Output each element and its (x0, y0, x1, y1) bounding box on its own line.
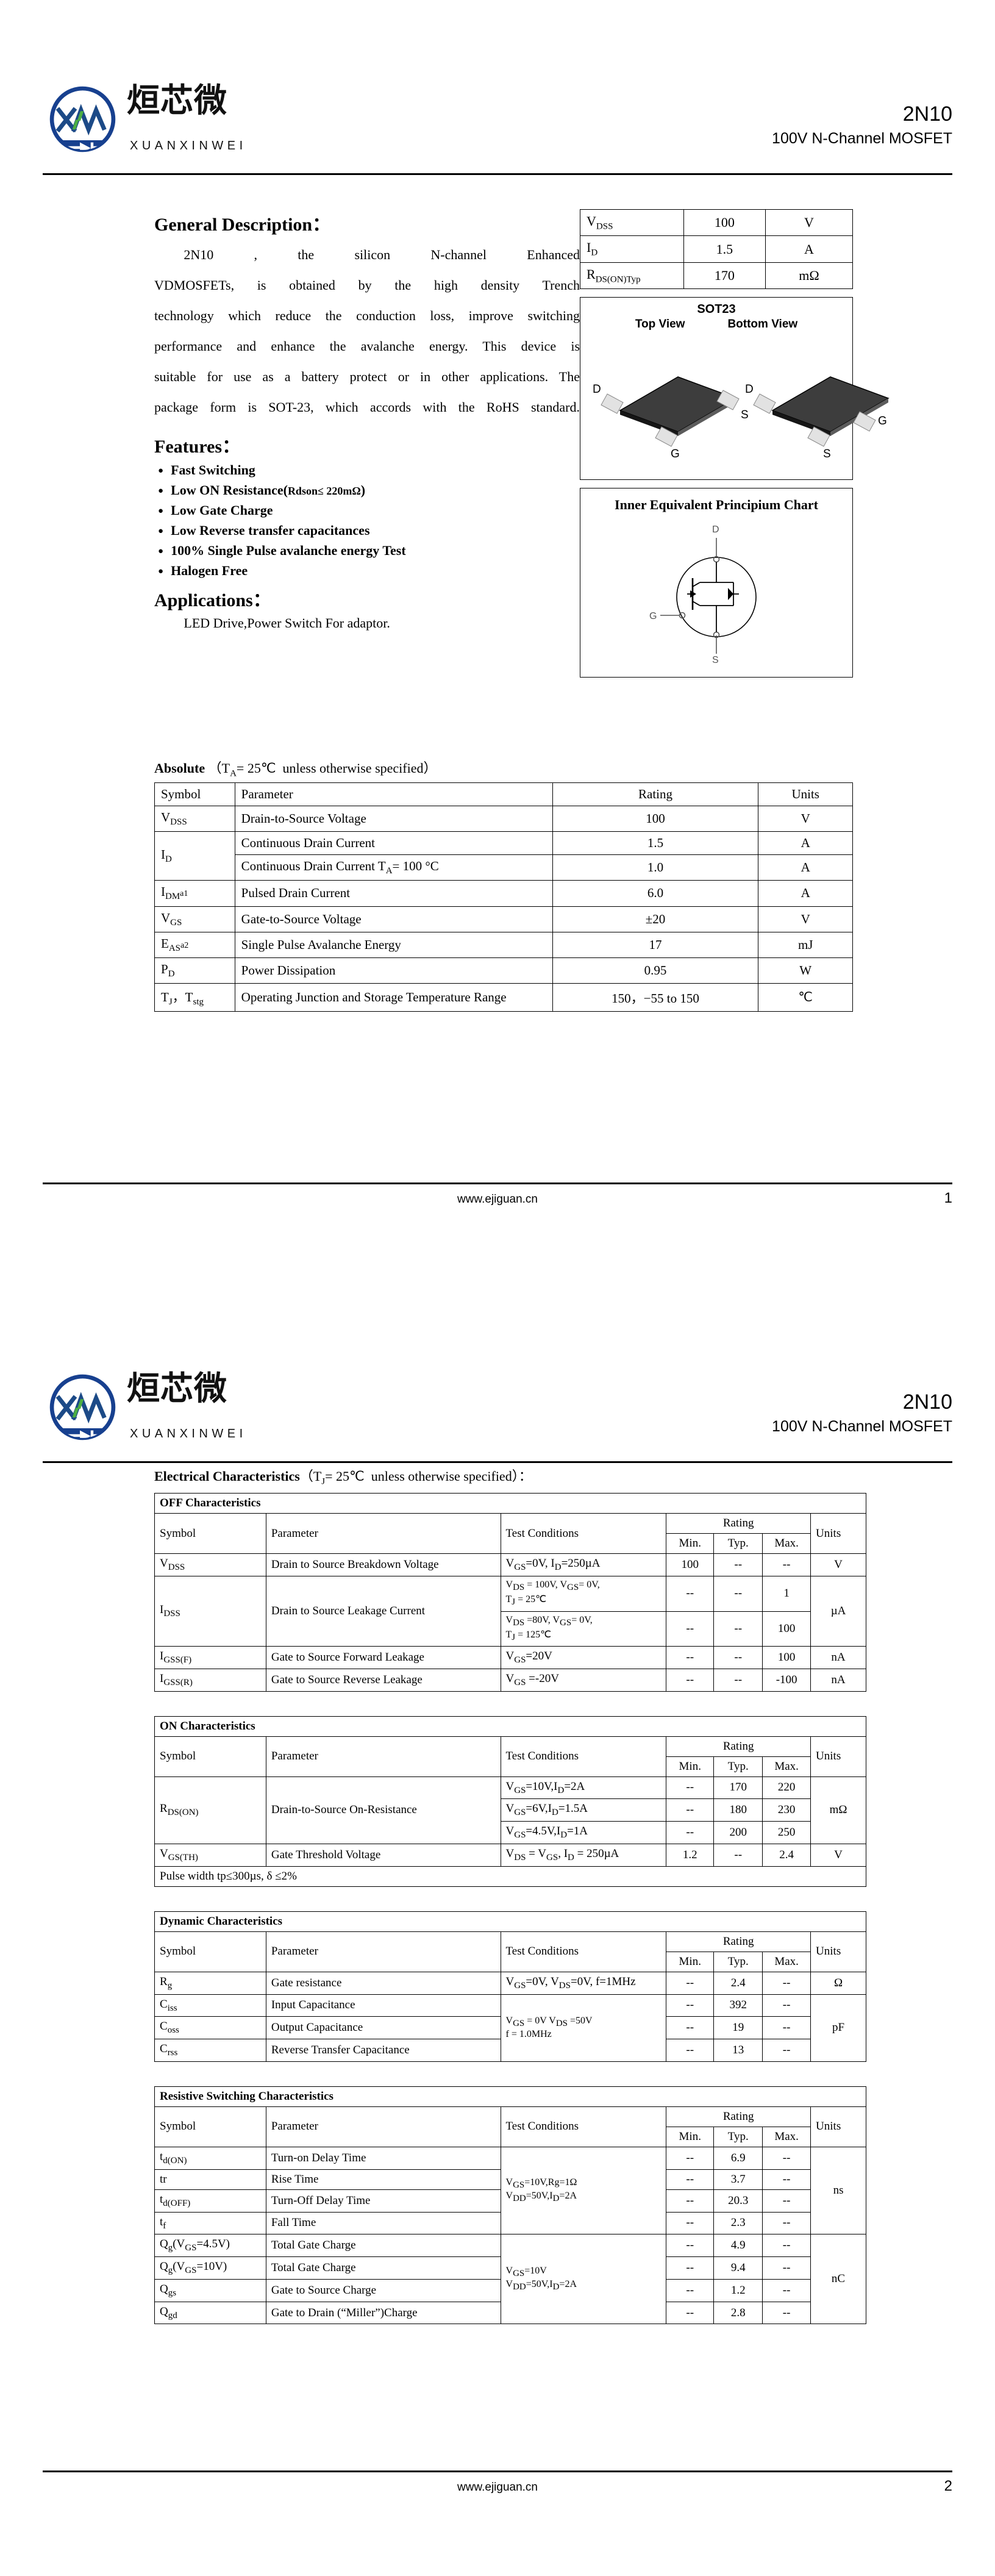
svg-text:S: S (712, 655, 719, 665)
svg-text:D: D (745, 383, 754, 396)
svg-text:D: D (593, 383, 601, 396)
svg-text:S: S (741, 409, 749, 421)
svg-text:D: D (712, 524, 719, 535)
svg-text:S: S (823, 448, 831, 460)
svg-text:G: G (878, 415, 887, 428)
svg-text:G: G (671, 448, 680, 460)
svg-text:G: G (649, 611, 657, 621)
